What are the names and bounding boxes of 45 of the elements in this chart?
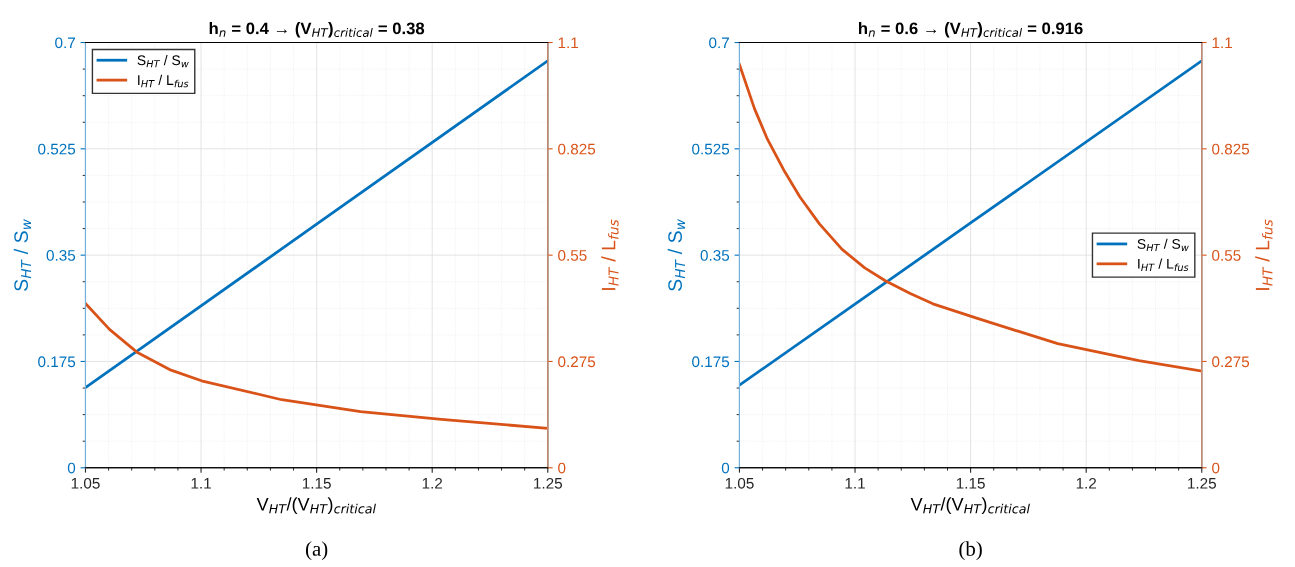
y-tick-label: 0.525 (38, 143, 76, 155)
x-tick-label: 1.2 (1076, 477, 1097, 489)
x-tick-label: 1.15 (302, 478, 331, 489)
text: (b) (959, 541, 982, 561)
x-axis-title: V$_{HT}$/(V$_{HT}$)$_{critical}$ (256, 497, 376, 515)
y2-tick-label: 0.275 (558, 356, 596, 368)
y-axis-title: S$_{HT}$ / S$_{w}$ (667, 219, 685, 291)
y2-tick-label: 0.55 (558, 250, 587, 261)
x-tick-label: 1.05 (725, 477, 754, 489)
y-tick-label: 0 (721, 462, 730, 474)
y-tick-label: 0 (67, 462, 76, 474)
legend-label: S$_{HT}$ / S$_{w}$ (1137, 238, 1189, 251)
y-tick-label: 0.35 (700, 250, 730, 261)
y2-tick-label: 0.825 (558, 143, 596, 155)
line-series (85, 302, 548, 430)
x-axis-title: V$_{HT}$/(V$_{HT}$)$_{critical}$ (910, 497, 1030, 515)
legend-label: S$_{HT}$ / S$_{w}$ (137, 54, 189, 68)
x-tick-label: 1.25 (534, 477, 563, 489)
y-tick-label: 0.35 (46, 250, 76, 261)
y2-tick-label: 0.275 (1212, 356, 1250, 368)
y-tick-label: 0.525 (692, 143, 730, 155)
legend-label: I$_{HT}$ / L$_{fus}$ (1138, 258, 1189, 272)
text: (a) (305, 541, 328, 561)
y-tick-label: 0.175 (38, 356, 76, 368)
y2-axis-title: I$_{HT}$ / L$_{fus}$ (1255, 219, 1273, 290)
y2-tick-label: 1.1 (1212, 37, 1232, 49)
y2-axis-title: I$_{HT}$ / L$_{fus}$ (601, 219, 619, 290)
x-tick-label: 1.2 (422, 477, 443, 489)
y-axis-title: S$_{HT}$ / S$_{w}$ (13, 219, 32, 291)
y2-tick-label: 0 (1212, 462, 1220, 474)
chart-title: h$_{n}$ = 0.4 → (V$_{HT}$)$_{critical}$ = 0.38 (209, 22, 425, 38)
x-tick-label: 1.15 (956, 478, 985, 489)
x-tick-label: 1.05 (71, 477, 100, 489)
y-tick-label: 0.175 (692, 356, 730, 368)
x-tick-label: 1.25 (1188, 477, 1216, 489)
chart-title: h$_{n}$ = 0.6 → (V$_{HT}$)$_{critical}$ = 0.916 (859, 22, 1083, 38)
legend-label: I$_{HT}$ / L$_{fus}$ (138, 74, 189, 88)
y2-tick-label: 1.1 (558, 37, 578, 49)
x-tick-label: 1.1 (845, 478, 865, 489)
y2-tick-label: 0.55 (1212, 250, 1241, 261)
x-tick-label: 1.1 (191, 478, 211, 489)
y-tick-label: 0.7 (709, 37, 729, 49)
y2-tick-label: 0.825 (1212, 143, 1250, 155)
y-tick-label: 0.7 (55, 37, 75, 49)
y2-tick-label: 0 (558, 462, 566, 474)
